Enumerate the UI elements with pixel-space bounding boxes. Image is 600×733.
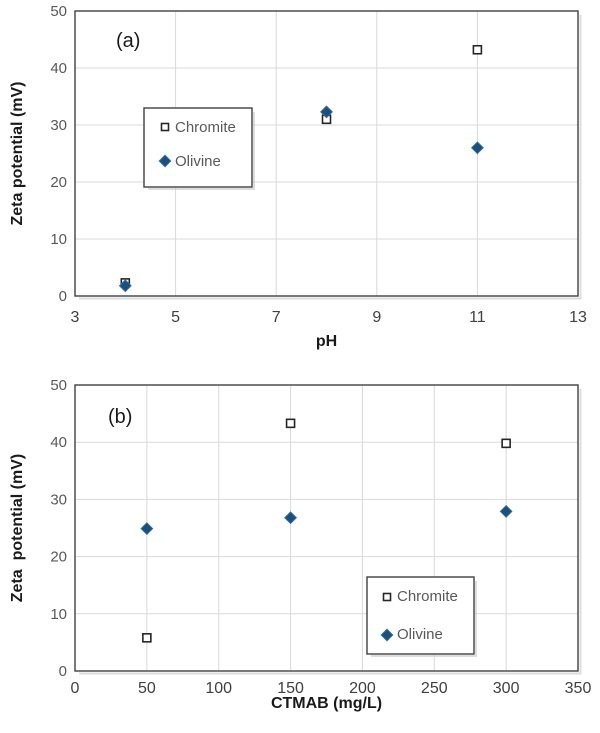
plot-border-shadow xyxy=(79,389,582,675)
x-tick-label: 0 xyxy=(71,680,80,697)
chart-a-canvas: 3 5 7 9 11 13 0 10 20 30 40 50 pH Zeta potential (mV)… xyxy=(9,3,587,350)
chromite-data-point xyxy=(285,418,296,429)
legend-box xyxy=(366,576,475,655)
panel-label: (b) xyxy=(108,406,132,428)
y-tick-label: 20 xyxy=(50,549,67,566)
chart-b-canvas: 0 50 100 150 200 250 300 350 0 10 20 30 40 50 CTMAB (m… xyxy=(9,377,592,712)
y-tick-label: 10 xyxy=(50,606,67,623)
y-tick-label: 50 xyxy=(50,3,67,20)
legend-shadow xyxy=(148,112,255,190)
y-tick-label: 40 xyxy=(50,60,67,77)
olivine-data-point xyxy=(320,105,333,119)
y-tick-label: 30 xyxy=(50,117,67,134)
x-tick-label: 100 xyxy=(205,680,232,697)
y-tick-label: 20 xyxy=(50,174,67,191)
y-axis-title: Zeta potential (mV) xyxy=(9,454,26,602)
x-tick-label: 300 xyxy=(493,680,520,697)
olivine-legend-marker xyxy=(380,628,394,642)
chromite-legend-marker xyxy=(160,122,170,132)
x-tick-label: 200 xyxy=(349,680,376,697)
x-tick-label: 13 xyxy=(569,309,587,326)
chromite-data-point xyxy=(142,633,152,643)
legend-label: Olivine xyxy=(397,626,443,643)
chart-panel-b: 0 50 100 150 200 250 300 350 0 10 20 30 40 50 CTMAB (m… xyxy=(0,371,600,733)
y-tick-label: 0 xyxy=(59,663,67,680)
x-tick-label: 250 xyxy=(421,680,448,697)
plot-border xyxy=(74,384,579,672)
olivine-data-point xyxy=(499,504,513,518)
y-tick-label: 30 xyxy=(50,491,67,508)
x-tick-label: 11 xyxy=(469,309,486,326)
y-tick-label: 10 xyxy=(50,231,67,248)
olivine-data-point xyxy=(284,511,298,525)
olivine-legend-marker xyxy=(158,154,172,168)
chart-panel-a: 3 5 7 9 11 13 0 10 20 30 40 50 pH Zeta potential (mV)… xyxy=(9,3,587,350)
olivine-data-point xyxy=(470,141,484,155)
chromite-data-point xyxy=(472,44,483,55)
y-tick-label: 0 xyxy=(59,288,67,305)
y-tick-label: 50 xyxy=(50,377,67,394)
panel-label: (a) xyxy=(116,30,140,52)
plot-border-shadow xyxy=(79,15,582,300)
x-axis-title: CTMAB (mg/L) xyxy=(271,695,382,712)
olivine-data-point xyxy=(140,522,154,536)
legend-box xyxy=(143,107,253,188)
plot-border xyxy=(74,10,579,297)
x-tick-label: 50 xyxy=(138,680,156,697)
y-axis-title: Zeta potential (mV) xyxy=(9,81,26,225)
legend-label: Chromite xyxy=(397,588,458,605)
x-tick-label: 350 xyxy=(565,680,592,697)
x-tick-label: 5 xyxy=(171,309,180,326)
x-axis-title: pH xyxy=(316,333,337,350)
x-tick-label: 7 xyxy=(272,309,281,326)
olivine-data-point xyxy=(118,279,132,293)
legend-label: Chromite xyxy=(175,119,236,136)
y-tick-label: 40 xyxy=(50,434,67,451)
legend-label: Olivine xyxy=(175,153,221,170)
chromite-data-point xyxy=(501,438,511,449)
chromite-legend-marker xyxy=(382,592,392,602)
legend-shadow xyxy=(371,581,477,657)
x-tick-label: 3 xyxy=(71,309,80,326)
x-tick-label: 150 xyxy=(277,680,304,697)
x-tick-label: 9 xyxy=(372,309,381,326)
